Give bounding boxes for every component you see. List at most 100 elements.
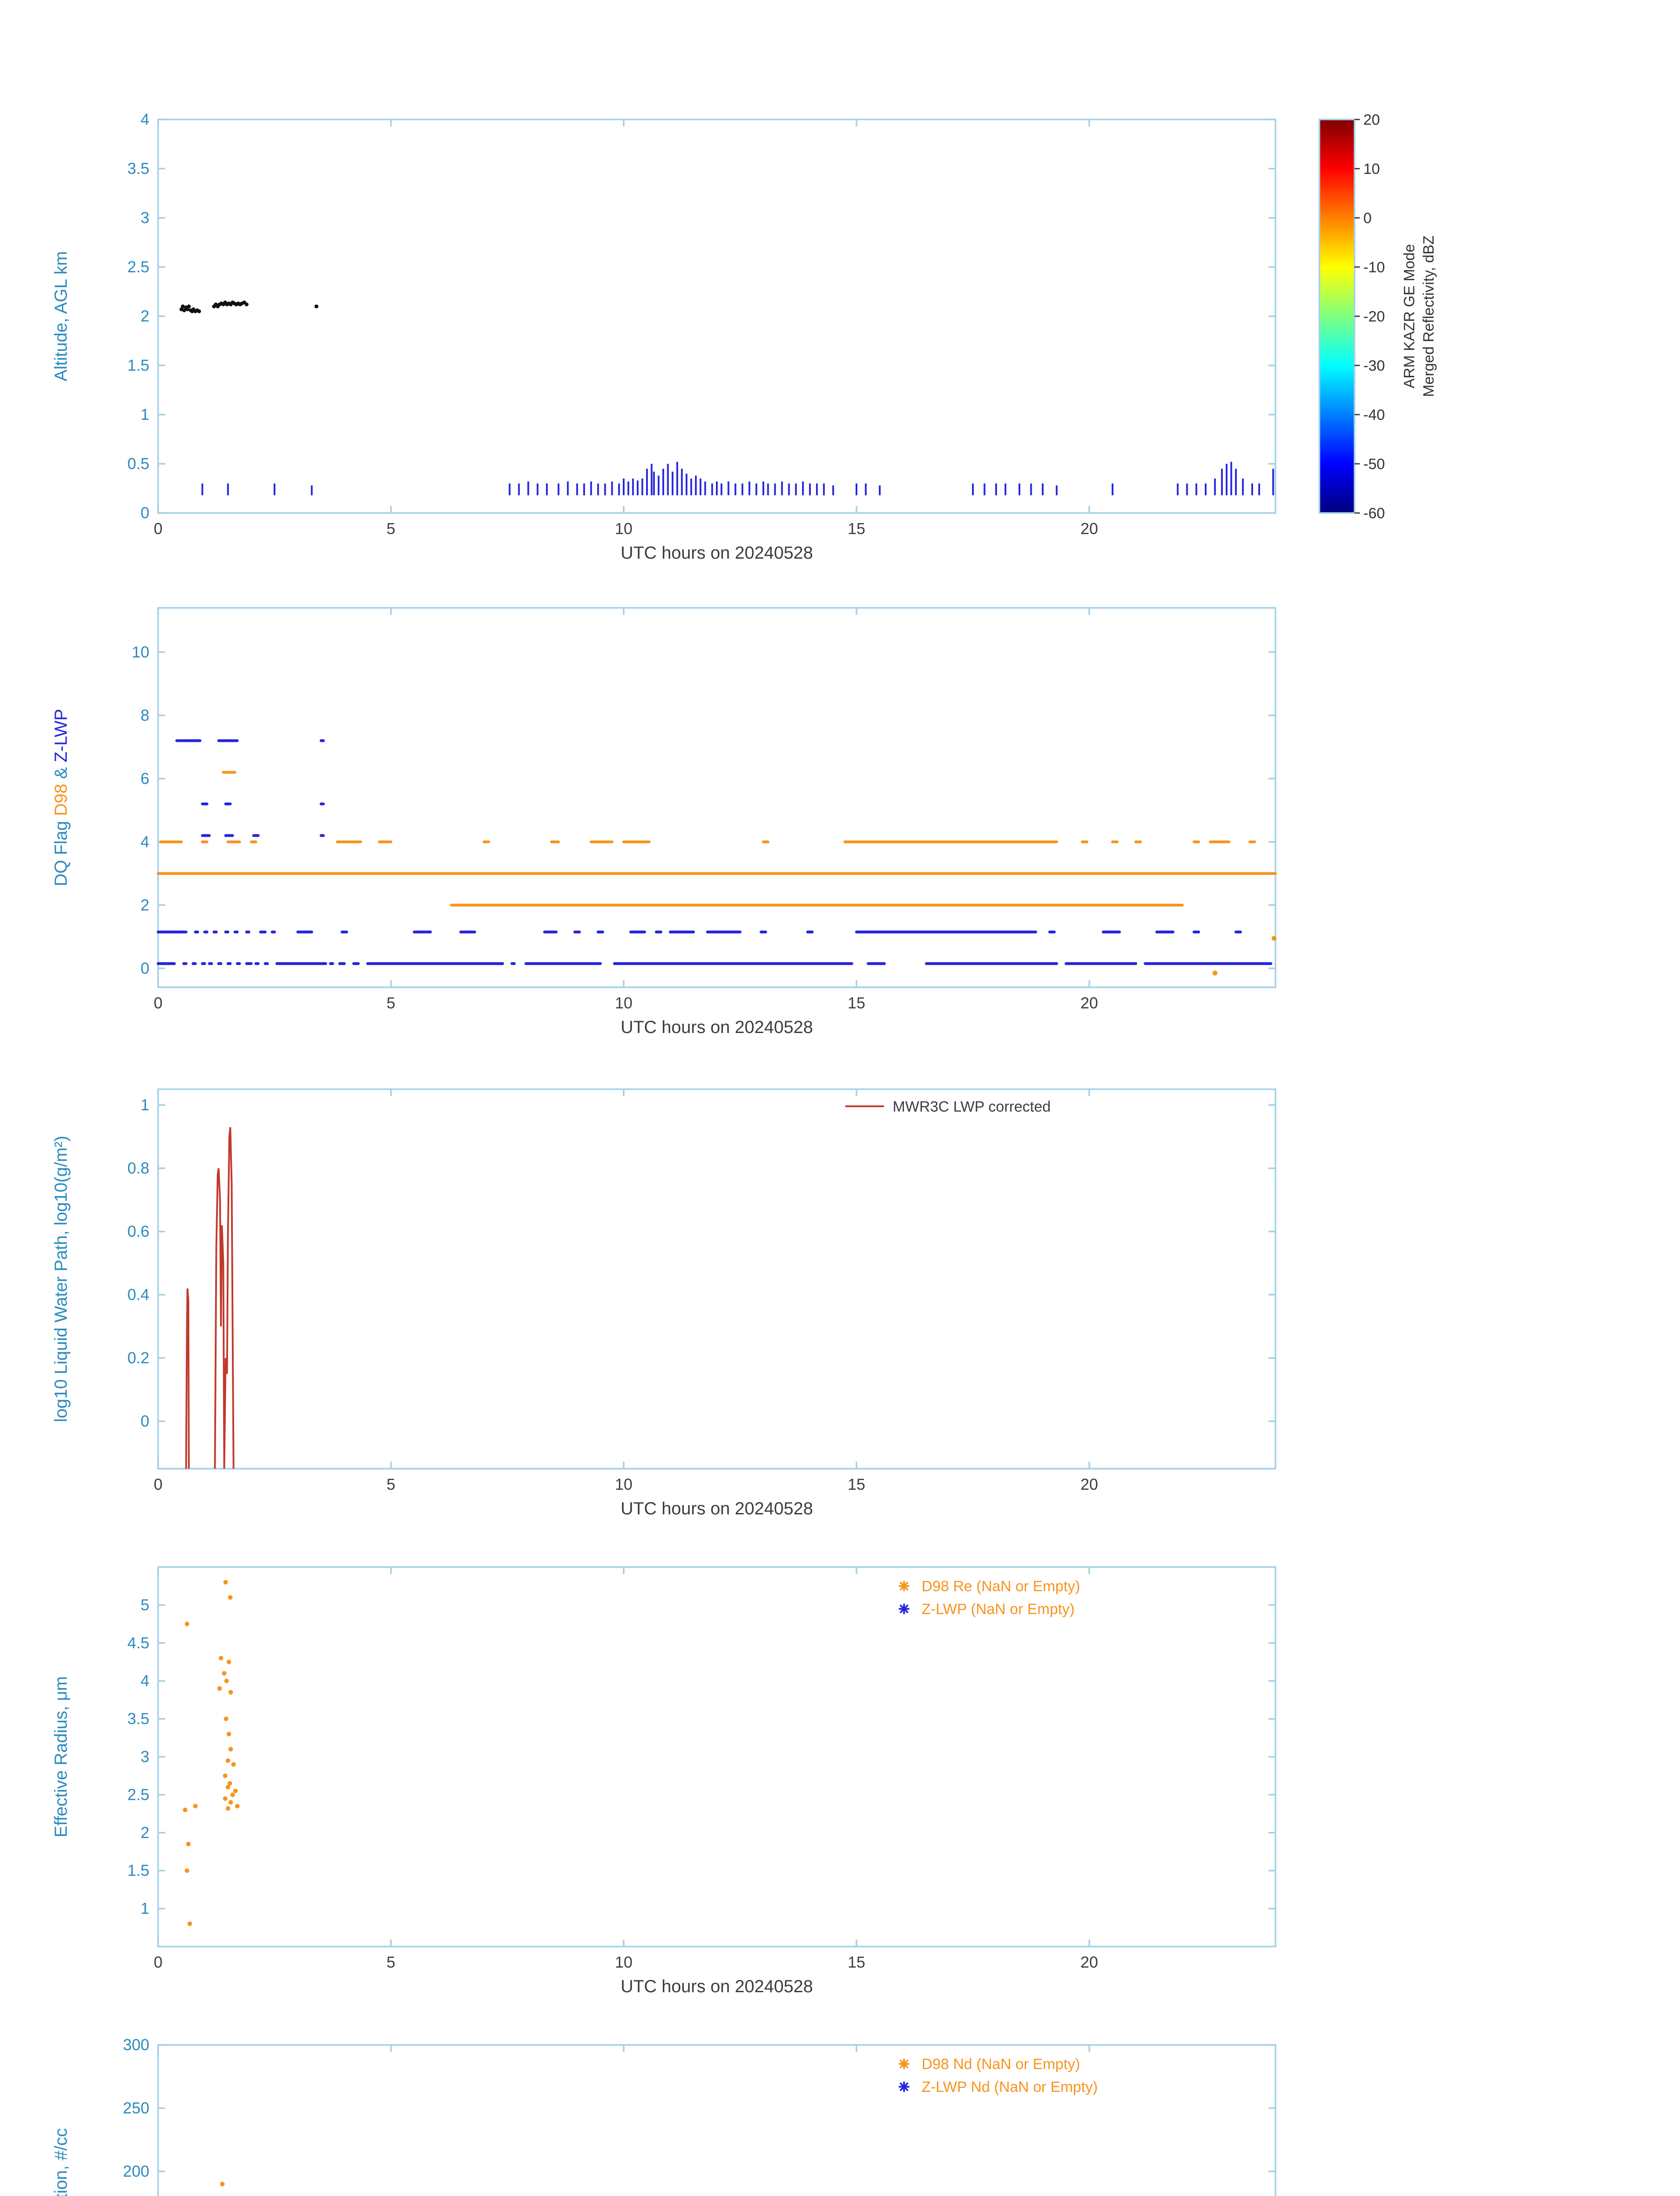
x-tick-label: 0 [154,1475,163,1493]
colorbar-tick-label: 0 [1363,210,1372,227]
x-tick-label: 0 [154,520,163,538]
legend-asterisk-marker [900,1604,909,1614]
y-tick-label: 0.2 [127,1349,149,1367]
x-tick-label: 15 [848,520,865,538]
y-tick-label: 300 [123,2036,149,2054]
legend-label: Z-LWP (NaN or Empty) [921,1601,1074,1618]
y-tick-label: 6 [141,769,149,787]
legend-label: MWR3C LWP corrected [893,1098,1051,1115]
y-tick-label: 3.5 [127,159,149,177]
y-tick-label: 4.5 [127,1634,149,1652]
x-axis-label: UTC hours on 20240528 [621,543,813,563]
x-axis-label: UTC hours on 20240528 [621,1018,813,1037]
y-tick-label: 250 [123,2099,149,2117]
x-tick-label: 10 [615,1475,632,1493]
plot-box [157,607,1276,988]
legend-asterisk-marker [900,1581,909,1591]
y-tick-label: 3 [141,1748,149,1766]
colorbar-tick-label: -40 [1363,407,1385,423]
plot-box [157,2044,1276,2196]
colorbar-tick-label: -60 [1363,505,1385,522]
y-tick-label: 8 [141,706,149,724]
series-d98-re [183,1580,240,1926]
x-tick-label: 5 [387,994,395,1012]
legend-label: D98 Nd (NaN or Empty) [921,2056,1080,2073]
y-tick-label: 4 [141,833,149,851]
y-tick-label: 0.4 [127,1286,149,1304]
y-tick-label: 2 [141,307,149,325]
colorbar-tick-label: 10 [1363,161,1380,177]
series-d98-nd [220,2182,225,2186]
legend: D98 Nd (NaN or Empty) Z-LWP Nd (NaN or Em… [899,2056,1098,2095]
y-axis-label: DQ Flag D98 & Z-LWP [51,709,71,886]
y-tick-label: 0 [141,1412,149,1430]
y-tick-label: 1 [141,1900,149,1918]
legend-asterisk-marker [900,2082,909,2091]
x-tick-label: 15 [848,1475,865,1493]
y-tick-label: 0 [141,959,149,977]
y-tick-label: 4 [141,110,149,128]
y-axis-label: Effective Radius, μm [51,1676,71,1838]
x-tick-label: 0 [154,1953,163,1971]
y-tick-label: 2.5 [127,258,149,276]
legend: MWR3C LWP corrected [845,1098,1051,1115]
y-tick-label: 1 [141,405,149,423]
series-d98-flag-dots [1212,935,1277,976]
y-tick-label: 5 [141,1596,149,1614]
series-d98-flag-lines [156,771,1277,907]
y-tick-label: 0 [141,504,149,522]
colorbar-gradient [1319,119,1355,514]
y-tick-label: 2 [141,1824,149,1842]
series-zlwp-flag-lines [156,739,1272,965]
y-tick-label: 4 [141,1672,149,1690]
x-tick-label: 10 [615,994,632,1012]
x-tick-label: 20 [1080,1475,1098,1493]
x-tick-label: 5 [387,1953,395,1971]
y-axis-label: Droplet Concentration, #/cc [51,2128,71,2196]
x-tick-label: 20 [1080,994,1098,1012]
series-mwr3c-lwp-corrected [185,1127,235,1469]
colorbar-tick-label: 20 [1363,112,1380,128]
x-tick-label: 20 [1080,1953,1098,1971]
x-tick-label: 15 [848,1953,865,1971]
y-tick-label: 1.5 [127,1861,149,1879]
subplot-effective-radius: 0 5 10 15 20 1 1.5 2 2.5 3 3.5 4 4.5 5 UTC hours on 20… [51,1566,1276,1996]
x-axis-label: UTC hours on 20240528 [621,1499,813,1518]
series-cloud-base-dots [179,300,318,314]
y-tick-label: 0.6 [127,1222,149,1240]
x-axis-label: UTC hours on 20240528 [621,1977,813,1996]
subplot-lwp: 0 5 10 15 20 0 0.2 0.4 0.6 0.8 1 UTC hours on 20240… [51,1088,1276,1518]
colorbar-tick-label: -30 [1363,358,1385,374]
x-tick-label: 10 [615,520,632,538]
y-axis-label: log10 Liquid Water Path, log10(g/m²) [51,1136,71,1422]
x-tick-label: 15 [848,994,865,1012]
y-tick-label: 3.5 [127,1710,149,1728]
colorbar-label: Merged Reflectivity, dBZ [1420,235,1437,397]
series-reflectivity-cells [201,462,1274,495]
legend: D98 Re (NaN or Empty) Z-LWP (NaN or Empty… [899,1578,1080,1618]
subplot-altitude: 0 5 10 15 20 0 0.5 1 1.5 2 2.5 3 3.5 4 UTC hours on 20… [51,110,1276,563]
y-tick-label: 1 [141,1096,149,1114]
subplot-dq-flag: 0 5 10 15 20 0 2 4 6 8 10 UTC hours on 20240528 DQ F… [51,607,1277,1037]
colorbar-tick-label: -50 [1363,456,1385,473]
legend-label: Z-LWP Nd (NaN or Empty) [921,2079,1098,2095]
y-tick-label: 3 [141,209,149,227]
colorbar-label: ARM KAZR GE Mode [1401,244,1418,389]
plot-box [157,1566,1276,1947]
y-tick-label: 10 [132,643,149,661]
x-tick-label: 5 [387,1475,395,1493]
y-axis-label: Altitude, AGL km [51,251,71,381]
plot-box [157,119,1276,514]
x-tick-label: 5 [387,520,395,538]
plot-box [157,1088,1276,1470]
colorbar: 20 10 0 -10 -20 -30 -40 -50 -60 ARM KAZR GE Mode M… [1319,112,1437,522]
y-tick-label: 1.5 [127,356,149,374]
y-tick-label: 200 [123,2162,149,2180]
legend-label: D98 Re (NaN or Empty) [921,1578,1080,1595]
x-tick-label: 10 [615,1953,632,1971]
subplot-droplet-concentration: 05101520050100150200250300UTC hours on 2… [51,2036,1276,2196]
y-tick-label: 0.5 [127,455,149,473]
